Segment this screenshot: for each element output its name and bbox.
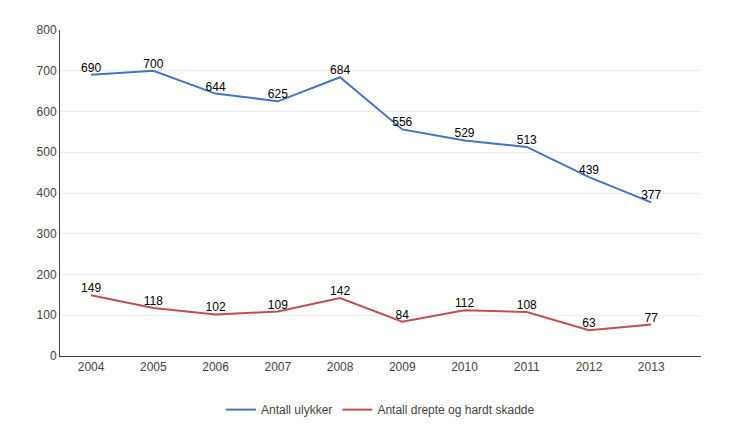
svg-text:529: 529 bbox=[454, 126, 474, 140]
svg-text:108: 108 bbox=[517, 298, 537, 312]
svg-text:142: 142 bbox=[330, 284, 350, 298]
svg-text:2011: 2011 bbox=[514, 360, 540, 374]
svg-text:556: 556 bbox=[392, 115, 412, 129]
svg-text:2013: 2013 bbox=[638, 360, 665, 374]
svg-text:63: 63 bbox=[582, 316, 596, 330]
svg-text:2012: 2012 bbox=[576, 360, 603, 374]
svg-text:700: 700 bbox=[37, 64, 57, 78]
svg-text:400: 400 bbox=[37, 186, 57, 200]
svg-text:102: 102 bbox=[206, 300, 226, 314]
svg-text:100: 100 bbox=[37, 308, 57, 322]
svg-text:118: 118 bbox=[144, 294, 163, 308]
svg-text:0: 0 bbox=[50, 349, 57, 363]
svg-text:513: 513 bbox=[517, 133, 537, 147]
svg-text:Antall drepte og hardt skadde: Antall drepte og hardt skadde bbox=[377, 403, 534, 417]
svg-text:2006: 2006 bbox=[202, 360, 229, 374]
svg-text:149: 149 bbox=[81, 281, 101, 295]
svg-text:2008: 2008 bbox=[327, 360, 354, 374]
svg-text:112: 112 bbox=[455, 296, 474, 310]
svg-text:77: 77 bbox=[645, 311, 659, 325]
svg-text:200: 200 bbox=[37, 268, 57, 282]
svg-text:2007: 2007 bbox=[264, 360, 291, 374]
svg-text:684: 684 bbox=[330, 63, 350, 77]
svg-text:2010: 2010 bbox=[451, 360, 478, 374]
svg-text:377: 377 bbox=[641, 188, 661, 202]
svg-text:Antall ulykker: Antall ulykker bbox=[261, 403, 332, 417]
svg-text:109: 109 bbox=[268, 298, 288, 312]
svg-text:300: 300 bbox=[37, 227, 57, 241]
svg-text:500: 500 bbox=[37, 145, 57, 159]
svg-text:439: 439 bbox=[579, 163, 599, 177]
svg-text:625: 625 bbox=[268, 87, 288, 101]
svg-text:600: 600 bbox=[37, 105, 57, 119]
svg-text:2004: 2004 bbox=[78, 360, 105, 374]
svg-text:84: 84 bbox=[396, 308, 410, 322]
svg-text:644: 644 bbox=[206, 80, 226, 94]
svg-text:800: 800 bbox=[37, 23, 57, 37]
svg-text:2009: 2009 bbox=[389, 360, 416, 374]
svg-text:700: 700 bbox=[143, 57, 163, 71]
svg-text:2005: 2005 bbox=[140, 360, 167, 374]
svg-text:690: 690 bbox=[81, 61, 101, 75]
